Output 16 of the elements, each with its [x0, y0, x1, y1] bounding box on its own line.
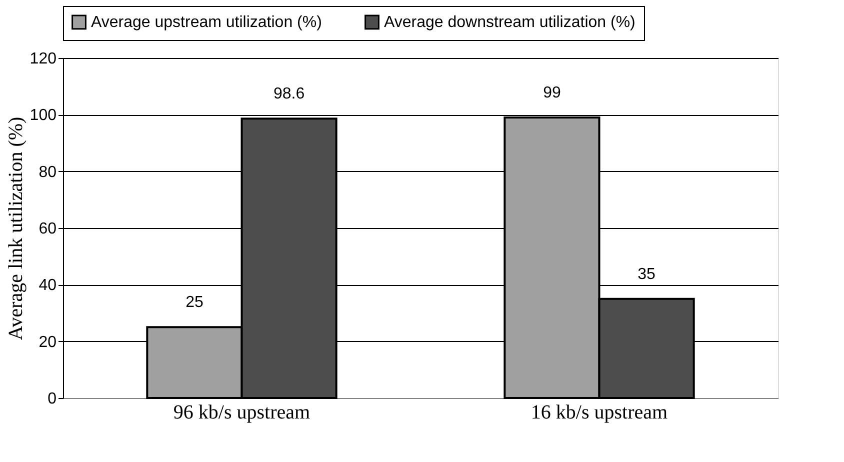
data-label: 98.6 [273, 86, 305, 103]
legend-label: Average downstream utilization (%) [384, 14, 636, 32]
y-tick-label: 20 [38, 334, 57, 351]
y-tick-label: 0 [48, 390, 57, 408]
legend-label: Average upstream utilization (%) [91, 14, 322, 32]
y-tick-label: 60 [38, 220, 57, 238]
y-tick-label: 40 [38, 277, 57, 294]
y-tick-label: 100 [30, 107, 57, 124]
y-tick-label: 120 [30, 50, 57, 68]
data-label: 35 [638, 266, 656, 283]
y-tick-label: 80 [38, 164, 57, 181]
y-axis-title: Average link utilization (%) [4, 116, 27, 340]
data-label: 25 [186, 294, 204, 312]
x-tick-label: 16 kb/s upstream [530, 402, 668, 424]
x-tick-label: 96 kb/s upstream [173, 402, 311, 424]
data-label: 99 [543, 84, 561, 102]
